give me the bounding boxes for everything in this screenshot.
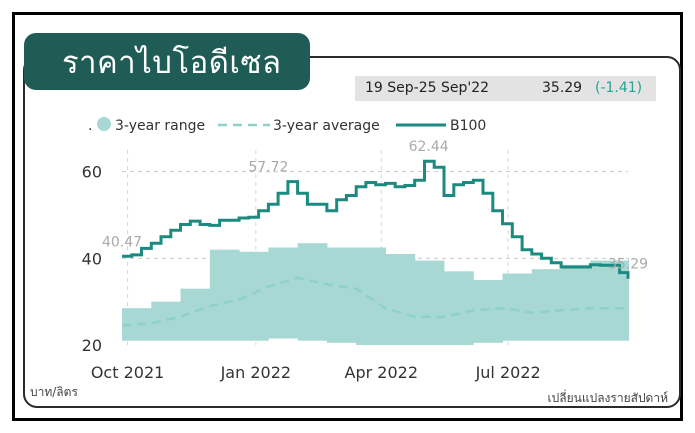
annotations: 40.47 57.72 62.44 35.29 [102,139,648,273]
unit-label: บาท/ลิตร [30,385,78,399]
range-band-segment [209,249,240,341]
average-line [121,276,628,327]
range-band-segment [385,254,416,345]
data-label: 40.47 [102,234,142,250]
average-series [121,276,628,327]
y-tick-label: 60 [82,163,102,182]
legend-dot-label: . [88,118,92,134]
legend-average-label: 3-year average [273,118,380,134]
data-label: 62.44 [409,139,449,155]
x-tick-label: Oct 2021 [91,363,164,382]
latest-info-bar: 19 Sep-25 Sep'22 35.29 (-1.41) [355,76,656,101]
range-band-segment [268,247,299,339]
legend-range-swatch [97,117,111,131]
y-tick-label: 40 [82,249,102,268]
b100-series [122,159,630,279]
legend-range-label: 3-year range [115,118,205,134]
range-band-segment [444,271,474,345]
data-label: 35.29 [608,257,648,273]
range-band-segment [297,243,328,341]
page-title: ราคาไบโอดีเซล [62,44,282,81]
range-band-segment [561,264,591,341]
x-tick-label: Apr 2022 [345,363,418,382]
range-band-segment [628,258,629,341]
range-band-segment [414,260,445,345]
latest-change: (-1.41) [595,80,643,96]
legend-b100-label: B100 [450,118,486,134]
chart-card [23,56,681,408]
axis-ticks: 20 40 60 Oct 2021 Jan 2022 Apr 2022 Jul 2022 [82,163,541,382]
range-band-segment [473,280,504,343]
range-band-segment [326,247,357,343]
range-band-segment [531,269,562,341]
data-label: 57.72 [248,160,288,176]
x-tick-label: Jul 2022 [475,363,541,382]
range-band [122,243,629,345]
latest-value: 35.29 [542,80,583,96]
b100-line [122,159,630,279]
legend: . 3-year range 3-year average B100 [88,117,486,134]
y-tick-label: 20 [82,336,102,355]
x-tick-label: Jan 2022 [220,363,291,382]
frequency-label: เปลี่ยนแปลงรายสัปดาห์ [548,389,669,405]
title-badge: ราคาไบโอดีเซล [24,33,310,90]
range-band-segment [502,273,533,341]
period-label: 19 Sep-25 Sep'22 [365,80,490,96]
range-band-segment [356,247,386,345]
